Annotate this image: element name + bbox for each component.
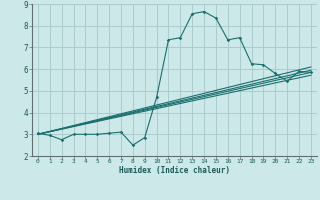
X-axis label: Humidex (Indice chaleur): Humidex (Indice chaleur) <box>119 166 230 175</box>
